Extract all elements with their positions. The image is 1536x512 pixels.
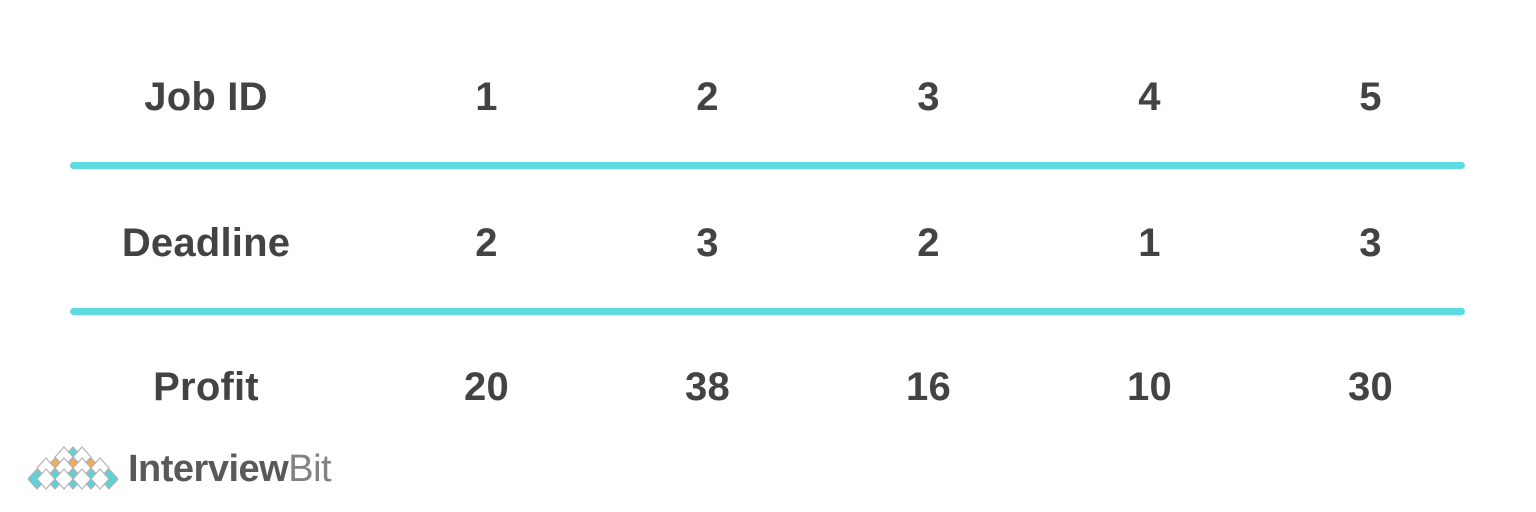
table-row: Deadline 2 3 2 1 3 — [0, 194, 1536, 292]
cell-profit-2: 38 — [685, 365, 730, 409]
diamond-pyramid-icon — [28, 444, 118, 492]
cell-deadline-5: 3 — [1359, 221, 1382, 265]
table-divider-1 — [70, 162, 1465, 169]
brand-wordmark: InterviewBit — [128, 448, 332, 490]
brand-name-light: Bit — [288, 448, 332, 490]
row-header-profit: Profit — [153, 365, 259, 409]
table-row: Profit 20 38 16 10 30 — [0, 338, 1536, 436]
cell-profit-1: 20 — [464, 365, 509, 409]
cell-profit-4: 10 — [1127, 365, 1172, 409]
table-divider-2 — [70, 308, 1465, 315]
row-header-deadline: Deadline — [121, 221, 291, 265]
cell-job-id-5: 5 — [1359, 75, 1382, 119]
cell-job-id-2: 2 — [696, 75, 719, 119]
cell-job-id-4: 4 — [1138, 75, 1161, 119]
interviewbit-logo: InterviewBit — [28, 440, 332, 496]
cell-deadline-1: 2 — [475, 221, 498, 265]
cell-profit-3: 16 — [906, 365, 951, 409]
row-header-job-id: Job ID — [144, 75, 268, 119]
cell-deadline-4: 1 — [1138, 221, 1161, 265]
brand-name-strong: Interview — [128, 448, 289, 490]
cell-deadline-2: 3 — [696, 221, 719, 265]
cell-profit-5: 30 — [1348, 365, 1393, 409]
table-row: Job ID 1 2 3 4 5 — [0, 48, 1536, 146]
cell-deadline-3: 2 — [917, 221, 940, 265]
cell-job-id-1: 1 — [475, 75, 498, 119]
cell-job-id-3: 3 — [917, 75, 940, 119]
